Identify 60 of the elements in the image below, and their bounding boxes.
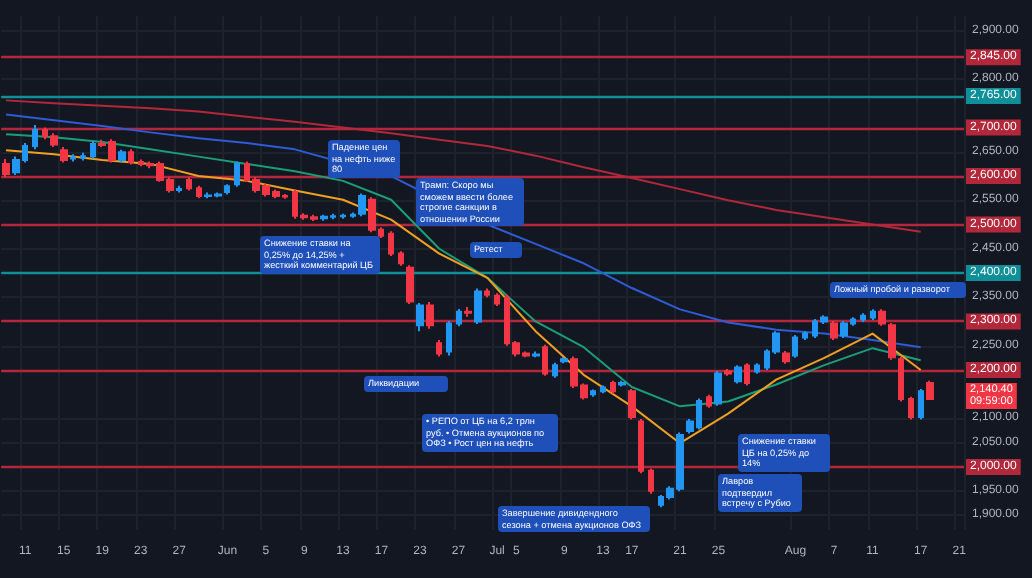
candlestick bbox=[532, 350, 540, 359]
candlestick bbox=[80, 151, 86, 162]
candlestick bbox=[802, 330, 808, 341]
candlestick bbox=[754, 362, 760, 375]
candlestick bbox=[436, 338, 442, 358]
candlestick bbox=[542, 343, 548, 377]
candlestick bbox=[234, 160, 240, 188]
candlestick bbox=[888, 321, 896, 361]
candlestick bbox=[618, 379, 626, 388]
candlestick bbox=[128, 148, 134, 166]
candlestick bbox=[830, 320, 838, 341]
candlestick bbox=[60, 145, 68, 164]
candlestick bbox=[474, 287, 482, 325]
candlestick bbox=[792, 334, 798, 359]
candlestick bbox=[724, 368, 732, 377]
candlestick bbox=[870, 308, 876, 322]
candlestick bbox=[744, 362, 750, 387]
candlestick bbox=[638, 417, 644, 475]
candlestick bbox=[456, 307, 462, 328]
candlestick bbox=[358, 192, 366, 218]
candlestick bbox=[464, 305, 472, 318]
candlestick bbox=[50, 132, 58, 148]
candlestick bbox=[782, 350, 790, 365]
candlestick bbox=[416, 302, 424, 333]
candlestick bbox=[560, 356, 568, 365]
candlestick bbox=[860, 312, 866, 323]
candlestick bbox=[406, 264, 414, 306]
candlestick bbox=[176, 184, 182, 194]
candlestick bbox=[2, 158, 10, 178]
candlestick bbox=[734, 364, 742, 385]
candlestick bbox=[32, 124, 38, 151]
candlestick bbox=[224, 183, 230, 196]
candlestick bbox=[90, 140, 96, 160]
candlestick bbox=[494, 292, 500, 307]
candlestick bbox=[398, 250, 404, 267]
candlestick bbox=[600, 384, 606, 395]
candlestick bbox=[426, 301, 434, 330]
candlestick bbox=[590, 388, 596, 398]
candlestick bbox=[610, 379, 616, 395]
candlestick bbox=[628, 387, 636, 421]
candlestick bbox=[898, 355, 904, 403]
candlestick bbox=[908, 395, 914, 421]
candlestick bbox=[196, 184, 202, 200]
candlestick bbox=[70, 153, 76, 163]
candlestick bbox=[340, 212, 346, 220]
candlestick bbox=[706, 393, 712, 409]
candlestick bbox=[368, 196, 376, 234]
candlestick bbox=[320, 213, 328, 222]
candlestick bbox=[186, 176, 192, 192]
candlestick bbox=[484, 287, 490, 299]
candlestick bbox=[714, 369, 722, 407]
candlestick bbox=[926, 379, 934, 401]
candlestick bbox=[388, 230, 394, 258]
candlestick bbox=[552, 361, 558, 379]
candlestick bbox=[918, 387, 924, 421]
candlestick bbox=[840, 320, 848, 339]
candlestick bbox=[878, 308, 886, 327]
candlestick bbox=[446, 320, 452, 357]
candlestick bbox=[118, 148, 126, 164]
candlestick bbox=[648, 467, 654, 495]
